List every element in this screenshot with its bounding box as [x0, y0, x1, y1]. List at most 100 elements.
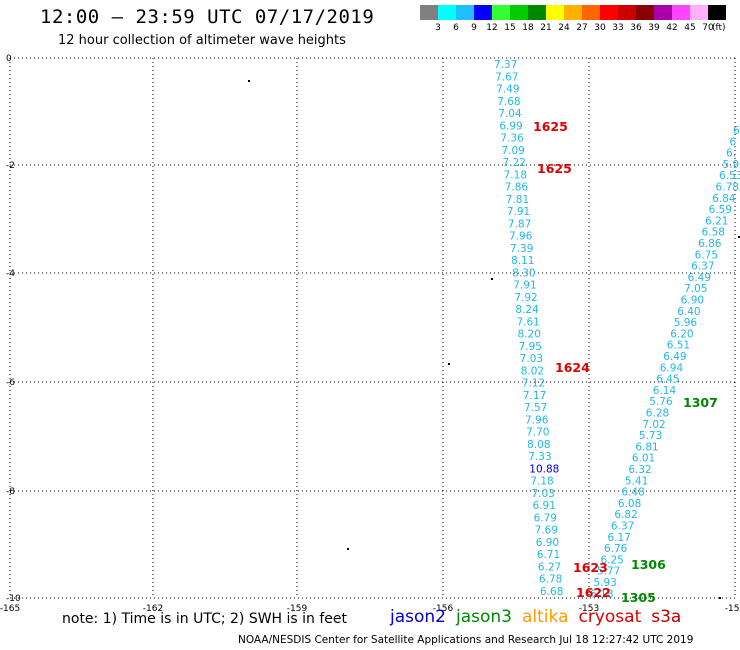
- wave-height-value: 8.24: [515, 304, 539, 316]
- wave-height-value: 6.27: [538, 561, 561, 573]
- wave-height-value: 6: [730, 136, 737, 148]
- wave-height-value: 7.92: [514, 292, 537, 304]
- wave-height-value: 6.08: [618, 498, 641, 510]
- color-scale-label: 45: [684, 23, 696, 33]
- jason3-time-label: 1307: [683, 395, 718, 410]
- color-swatch: [474, 5, 492, 20]
- wave-height-value: 6.53: [719, 170, 740, 182]
- wave-height-value: 6.17: [607, 532, 630, 544]
- wave-height-value: 6.76: [604, 543, 628, 555]
- wave-height-value: 10.88: [529, 463, 559, 475]
- wave-height-value: 6.91: [533, 500, 556, 512]
- color-swatch: [546, 5, 564, 20]
- color-swatch: [636, 5, 654, 20]
- footer-credit: NOAA/NESDIS Center for Satellite Applica…: [238, 634, 694, 646]
- color-scale-label: 3: [435, 23, 441, 33]
- wave-height-value: 6.37: [611, 521, 634, 533]
- color-scale-label: 21: [540, 23, 552, 33]
- color-scale-label: 27: [576, 23, 588, 33]
- wave-height-value: 6.68: [540, 586, 563, 598]
- wave-height-value: 6.40: [677, 306, 700, 318]
- wave-height-value: 6.32: [628, 464, 651, 476]
- y-axis-labels: 0 -2 -4 -6 -8 -10: [6, 54, 21, 604]
- wave-height-value: 5.93: [593, 577, 616, 589]
- wave-height-value: 8.30: [512, 267, 535, 279]
- wave-height-value: 7.91: [513, 280, 536, 292]
- x-axis-label: -150: [725, 604, 740, 614]
- x-axis-label: -165: [0, 604, 20, 614]
- island-marker: [347, 548, 349, 550]
- wave-height-value: 6.58: [702, 227, 725, 239]
- x-axis-labels: -165 -162 -159 -156 -153 -150: [0, 604, 740, 614]
- wave-height-value: 7.95: [519, 341, 542, 353]
- wave-height-value: 6: [733, 125, 740, 137]
- wave-height-value: 6.78: [539, 574, 562, 586]
- x-axis-label: -153: [579, 604, 599, 614]
- island-marker: [248, 80, 250, 82]
- wave-height-value: 7.02: [642, 419, 665, 431]
- wave-height-value: 5.73: [639, 430, 662, 442]
- wave-height-value: 6.45: [656, 374, 679, 386]
- wave-height-value: 6.79: [534, 512, 557, 524]
- page-title: 12:00 — 23:59 UTC 07/17/2019: [40, 6, 375, 28]
- legend-s3a: s3a: [651, 607, 682, 627]
- wave-height-value: 8.11: [511, 255, 534, 267]
- legend-jason3: jason3: [456, 607, 512, 627]
- wave-height-value: 6.14: [653, 385, 677, 397]
- color-scale-label: 24: [558, 23, 570, 33]
- wave-height-value: 7.05: [684, 283, 707, 295]
- color-scale-label: 33: [612, 23, 624, 33]
- y-axis-label: 0: [6, 54, 12, 64]
- wave-height-value: 5.41: [625, 475, 648, 487]
- cryosat-time-label: 1622: [576, 585, 611, 600]
- map-grid: [9, 57, 736, 599]
- wave-height-value: 8.08: [527, 439, 550, 451]
- jason3-time-label: 1305: [621, 590, 656, 605]
- wave-height-value: 6.59: [709, 204, 732, 216]
- jason3-time-label: 1306: [631, 557, 666, 572]
- wave-height-value: 7.96: [525, 414, 549, 426]
- color-swatch: [708, 5, 726, 20]
- wave-height-value: 7.22: [503, 157, 526, 169]
- wave-height-value: 6.49: [663, 351, 686, 363]
- pass-time-labels: 1625 1625 1624 1623 1622 1307 1306 1305: [533, 119, 718, 605]
- wave-height-value: 7.57: [524, 402, 547, 414]
- wave-height-value: 7.87: [508, 218, 531, 230]
- wave-height-value: 7.33: [528, 451, 551, 463]
- wave-height-value: 6.21: [705, 215, 728, 227]
- wave-height-value: 5.96: [674, 317, 698, 329]
- wave-height-value: 6.28: [646, 408, 669, 420]
- wave-height-value: 6.25: [600, 554, 623, 566]
- wave-height-value: 6.82: [614, 509, 637, 521]
- x-axis-label: -159: [287, 604, 308, 614]
- wave-height-value: 6.78: [716, 182, 739, 194]
- wave-height-value: 6.75: [695, 249, 718, 261]
- wave-height-value: 6.49: [688, 272, 711, 284]
- wave-height-value: 7.96: [509, 231, 533, 243]
- island-marker: [738, 236, 740, 238]
- track-left-values: 7.377.677.497.687.046.997.367.097.227.18…: [494, 59, 563, 598]
- wave-height-value: 7.37: [494, 59, 517, 71]
- wave-height-value: 7.70: [526, 427, 549, 439]
- wave-height-value: 6.20: [670, 328, 693, 340]
- wave-height-value: 6.18: [590, 588, 613, 600]
- island-marker: [491, 278, 493, 280]
- page-subtitle: 12 hour collection of altimeter wave hei…: [58, 33, 346, 48]
- track-right-values: 666.5.96.536.786.846.596.216.586.866.756…: [590, 125, 740, 600]
- color-scale-unit: (ft): [712, 23, 726, 33]
- wave-height-value: 7.68: [497, 96, 520, 108]
- wave-height-value: 6.99: [499, 120, 522, 132]
- color-swatch: [456, 5, 474, 20]
- color-swatch: [510, 5, 528, 20]
- y-axis-label: -10: [6, 594, 21, 604]
- wave-height-value: 5.76: [649, 396, 673, 408]
- color-scale-label: 18: [522, 23, 534, 33]
- wave-height-value: 6.: [726, 148, 736, 160]
- legend-jason2: jason2: [390, 607, 446, 627]
- color-swatch: [528, 5, 546, 20]
- y-axis-label: -2: [6, 161, 15, 171]
- wave-height-value: 6.94: [660, 362, 684, 374]
- color-scale-label: 70: [702, 23, 714, 33]
- cryosat-time-label: 1623: [573, 560, 608, 575]
